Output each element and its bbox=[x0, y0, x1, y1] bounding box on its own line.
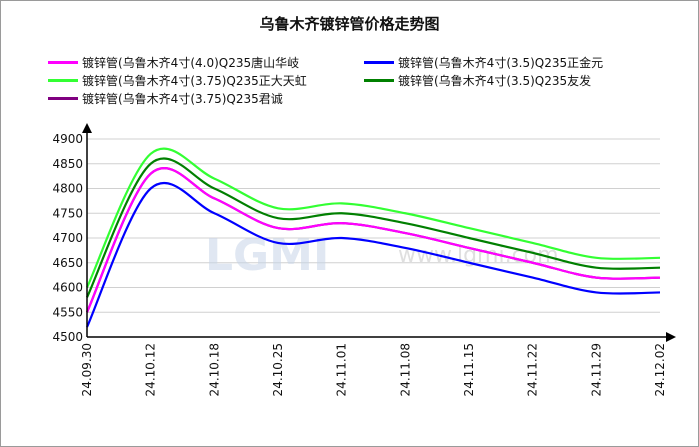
legend-swatch-1 bbox=[48, 61, 78, 64]
axes bbox=[82, 123, 676, 342]
x-tick-label-2: 24.10.18 bbox=[207, 343, 221, 396]
legend-item-5: 镀锌管(乌鲁木齐4寸(3.75)Q235君诚 bbox=[48, 90, 283, 110]
y-tick-label-4800: 4800 bbox=[52, 182, 83, 196]
x-tick-label-1: 24.10.12 bbox=[144, 343, 158, 396]
x-tick-label-9: 24.12.02 bbox=[653, 343, 667, 396]
legend-label-3: 镀锌管(乌鲁木齐4寸(3.75)Q235正大天虹 bbox=[82, 74, 307, 88]
legend-swatch-4 bbox=[364, 79, 394, 82]
y-tick-label-4600: 4600 bbox=[52, 281, 83, 295]
x-tick-label-3: 24.10.25 bbox=[271, 343, 285, 396]
legend-item-1: 镀锌管(乌鲁木齐4寸(4.0)Q235唐山华岐 bbox=[48, 54, 299, 74]
legend-swatch-5 bbox=[48, 97, 78, 100]
legend-label-1: 镀锌管(乌鲁木齐4寸(4.0)Q235唐山华岐 bbox=[82, 56, 300, 70]
x-tick-label-0: 24.09.30 bbox=[80, 343, 94, 396]
y-tick-label-4700: 4700 bbox=[52, 231, 83, 245]
grid-lines bbox=[87, 138, 660, 338]
y-tick-label-4750: 4750 bbox=[52, 206, 83, 220]
legend-swatch-2 bbox=[364, 61, 394, 64]
chart-title: 乌鲁木齐镀锌管价格走势图 bbox=[259, 15, 440, 33]
chart-legend: 镀锌管(乌鲁木齐4寸(4.0)Q235唐山华岐 镀锌管(乌鲁木齐4寸(3.5)Q… bbox=[48, 54, 648, 110]
legend-swatch-3 bbox=[48, 79, 78, 82]
series-line-4 bbox=[86, 157, 661, 298]
y-tick-label-4550: 4550 bbox=[52, 305, 83, 319]
y-axis-arrow-icon bbox=[82, 123, 92, 133]
x-tick-label-7: 24.11.22 bbox=[526, 343, 540, 396]
x-tick-label-8: 24.11.29 bbox=[589, 343, 603, 396]
x-tick-label-4: 24.11.01 bbox=[335, 343, 349, 396]
y-tick-label-4850: 4850 bbox=[52, 157, 83, 171]
legend-item-2: 镀锌管(乌鲁木齐4寸(3.5)Q235正金元 bbox=[364, 54, 603, 74]
legend-item-4: 镀锌管(乌鲁木齐4寸(3.5)Q235友发 bbox=[364, 72, 591, 92]
x-tick-label-6: 24.11.15 bbox=[462, 343, 476, 396]
y-tick-label-4900: 4900 bbox=[52, 132, 83, 146]
legend-item-3: 镀锌管(乌鲁木齐4寸(3.75)Q235正大天虹 bbox=[48, 72, 307, 92]
watermark-logo-text: LGMI bbox=[205, 230, 329, 281]
x-tick-label-5: 24.11.08 bbox=[398, 343, 412, 396]
series-line-3 bbox=[86, 147, 661, 288]
x-tick-labels: 24.09.30 24.10.12 24.10.18 24.10.25 24.11.01… bbox=[80, 343, 667, 396]
series-line-5 bbox=[86, 166, 661, 313]
y-tick-label-4500: 4500 bbox=[52, 330, 83, 344]
y-tick-label-4650: 4650 bbox=[52, 256, 83, 270]
legend-label-4: 镀锌管(乌鲁木齐4寸(3.5)Q235友发 bbox=[398, 74, 592, 88]
series-line-1 bbox=[86, 166, 661, 313]
legend-label-5: 镀锌管(乌鲁木齐4寸(3.75)Q235君诚 bbox=[82, 92, 283, 106]
legend-label-2: 镀锌管(乌鲁木齐4寸(3.5)Q235正金元 bbox=[398, 56, 604, 70]
series-lines bbox=[86, 147, 661, 328]
x-axis-arrow-icon bbox=[666, 332, 676, 342]
y-tick-labels: 4500 4550 4600 4650 4700 4750 4800 4850 4900 bbox=[52, 132, 83, 344]
watermark: LGMI www.lgmi.com bbox=[205, 230, 559, 281]
series-line-2 bbox=[86, 181, 661, 328]
